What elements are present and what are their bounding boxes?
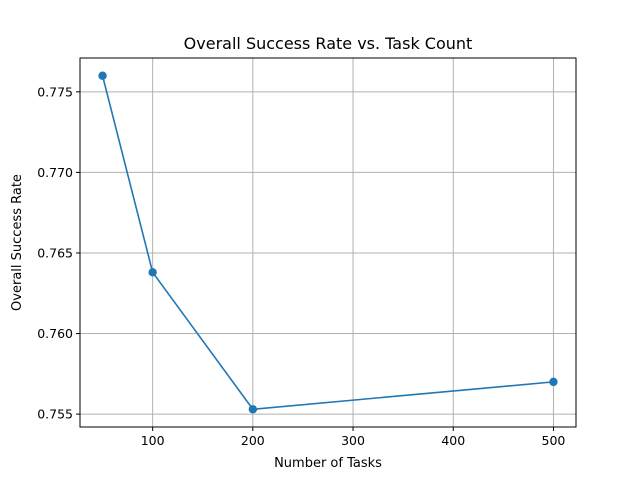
- x-tick-label: 100: [141, 433, 165, 448]
- data-point: [98, 71, 107, 80]
- x-tick-label: 300: [341, 433, 365, 448]
- x-tick-label: 500: [542, 433, 566, 448]
- y-axis-label: Overall Success Rate: [10, 174, 25, 311]
- data-point: [248, 405, 258, 414]
- grid-layer: [80, 58, 576, 427]
- y-tick-label: 0.760: [37, 326, 73, 341]
- data-point: [148, 268, 157, 277]
- x-tick-label: 200: [241, 433, 265, 448]
- y-tick-label: 0.765: [37, 245, 73, 260]
- series-line: [101, 75, 554, 411]
- y-tick-label: 0.755: [37, 407, 73, 422]
- data-point: [549, 377, 558, 387]
- tick-layer: 100 200 300 400 500 0.755 0.760 0.765 0.770 0.775: [37, 84, 565, 448]
- plot-frame: [79, 57, 577, 428]
- x-axis-label: Number of Tasks: [274, 456, 382, 471]
- series-layer: [98, 71, 558, 414]
- y-tick-label: 0.770: [37, 165, 73, 180]
- x-tick-label: 400: [441, 433, 465, 448]
- y-tick-label: 0.775: [37, 84, 73, 99]
- chart-title: Overall Success Rate vs. Task Count: [184, 34, 473, 53]
